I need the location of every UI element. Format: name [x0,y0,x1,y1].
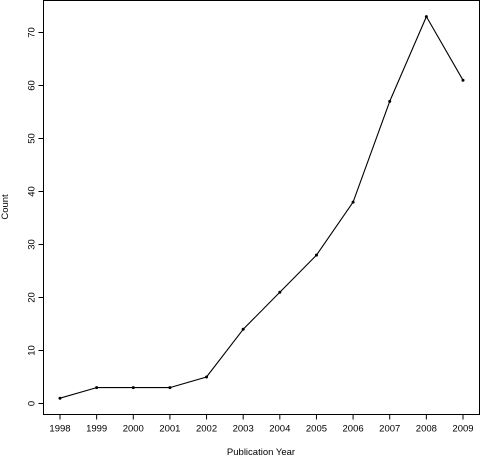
x-tick-label: 2005 [306,424,327,435]
data-point [314,253,318,257]
x-tick-label: 2006 [343,424,364,435]
data-point [278,290,282,294]
x-axis-label: Publication Year [227,447,295,457]
x-tick-label: 2009 [452,424,473,435]
data-point [58,396,62,400]
x-tick-label: 1999 [86,424,107,435]
x-tick-label: 1998 [49,424,70,435]
y-tick-label: 40 [27,186,38,197]
data-point [168,386,172,390]
series-layer [58,15,465,400]
x-tick-label: 2008 [416,424,437,435]
data-point [388,99,392,103]
data-point [95,386,99,390]
y-tick-label: 70 [27,27,38,38]
x-axis: 1998 1999 2000 2001 2002 2003 2004 2005 2006 2007… [49,414,474,435]
y-tick-label: 20 [27,292,38,303]
x-tick-label: 2003 [233,424,254,435]
y-tick-label: 30 [27,239,38,250]
y-tick-label: 10 [27,345,38,356]
y-axis: 0 10 20 30 40 50 60 70 [27,27,44,406]
y-tick-label: 0 [27,401,38,406]
data-point [351,200,355,204]
plot-frame [43,0,480,415]
x-tick-label: 2007 [379,424,400,435]
x-tick-label: 2002 [196,424,217,435]
y-axis-label: Count [0,194,11,220]
y-tick-label: 60 [27,80,38,91]
x-tick-label: 2004 [269,424,290,435]
data-point [205,375,209,379]
series-line [59,16,464,399]
x-tick-label: 2000 [123,424,144,435]
data-point [424,15,428,19]
y-tick-label: 50 [27,133,38,144]
data-point [461,78,465,82]
x-tick-label: 2001 [159,424,180,435]
data-point [241,327,245,331]
data-point [131,386,135,390]
